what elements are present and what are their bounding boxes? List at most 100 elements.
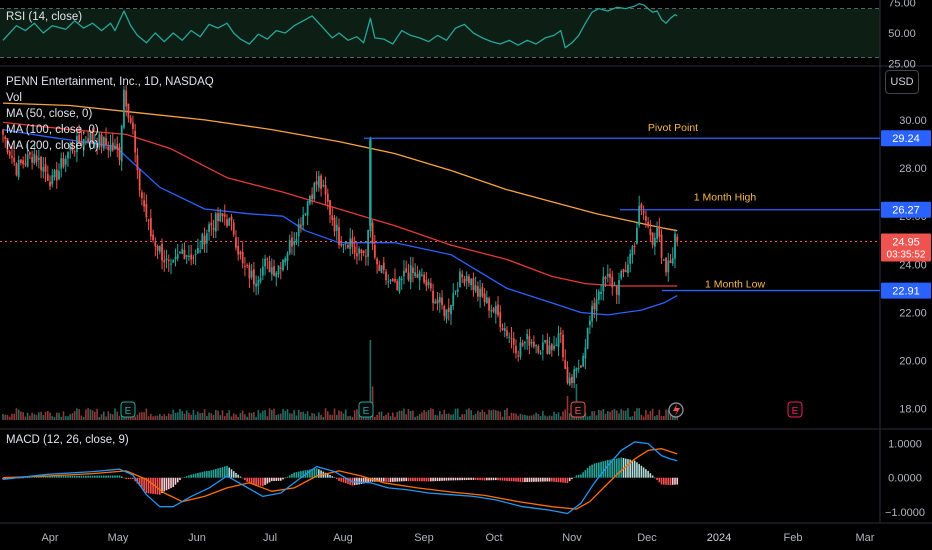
candle[interactable] (351, 229, 354, 254)
candle[interactable] (537, 344, 540, 355)
candle[interactable] (143, 192, 146, 212)
candle[interactable] (116, 136, 119, 158)
candle[interactable] (389, 278, 392, 285)
candle[interactable] (304, 212, 307, 217)
candle[interactable] (627, 256, 629, 277)
candle[interactable] (441, 290, 443, 310)
candle[interactable] (644, 210, 647, 228)
symbol-title[interactable]: PENN Entertainment, Inc., 1D, NASDAQ (6, 76, 214, 88)
candle[interactable] (257, 275, 260, 295)
candle[interactable] (340, 236, 343, 248)
candle[interactable] (347, 242, 349, 250)
candle[interactable] (100, 132, 103, 154)
candle[interactable] (573, 365, 576, 389)
candle[interactable] (96, 137, 98, 155)
candle[interactable] (237, 237, 240, 261)
candle[interactable] (539, 349, 542, 356)
earnings-marker[interactable]: E (570, 401, 586, 418)
candle[interactable] (322, 179, 325, 188)
earnings-icon[interactable] (787, 401, 803, 418)
candle[interactable] (414, 263, 417, 279)
candle[interactable] (676, 233, 679, 247)
candle[interactable] (562, 329, 564, 362)
candle[interactable] (149, 208, 152, 241)
candle[interactable] (248, 262, 251, 289)
candle[interactable] (445, 309, 448, 324)
candle[interactable] (597, 289, 600, 305)
candle[interactable] (286, 251, 289, 271)
candle[interactable] (196, 238, 199, 254)
candle[interactable] (210, 212, 213, 236)
candle[interactable] (432, 283, 434, 311)
candle[interactable] (423, 271, 426, 285)
candle[interactable] (535, 344, 538, 354)
candle[interactable] (22, 156, 25, 169)
candle[interactable] (8, 150, 11, 159)
candle[interactable] (436, 291, 439, 311)
candle[interactable] (20, 159, 22, 166)
earnings-icon[interactable] (120, 401, 136, 418)
candle[interactable] (199, 240, 202, 254)
candle[interactable] (557, 325, 560, 357)
candle[interactable] (80, 131, 83, 148)
candle[interactable] (394, 268, 396, 284)
candle[interactable] (282, 258, 284, 272)
candle[interactable] (302, 206, 305, 231)
candle[interactable] (510, 327, 513, 349)
candle[interactable] (87, 130, 90, 144)
candle[interactable] (674, 229, 676, 269)
candle[interactable] (586, 327, 589, 350)
candle[interactable] (214, 211, 217, 238)
candle[interactable] (324, 176, 327, 205)
candle[interactable] (550, 342, 553, 357)
candle[interactable] (300, 217, 302, 233)
candle[interactable] (102, 136, 105, 152)
candle[interactable] (582, 353, 585, 368)
candle[interactable] (232, 219, 235, 237)
candle[interactable] (349, 227, 352, 257)
candle[interactable] (125, 84, 128, 117)
candle[interactable] (261, 258, 264, 280)
candle[interactable] (326, 188, 329, 210)
candle[interactable] (73, 149, 76, 157)
candle[interactable] (123, 85, 125, 130)
candle[interactable] (167, 254, 170, 272)
candle[interactable] (212, 219, 215, 239)
candle[interactable] (407, 263, 410, 282)
candle[interactable] (620, 269, 623, 281)
candle[interactable] (622, 268, 625, 278)
candle[interactable] (418, 269, 421, 291)
candle[interactable] (571, 373, 573, 388)
candle[interactable] (138, 169, 141, 197)
candle[interactable] (120, 124, 123, 171)
candle[interactable] (656, 221, 658, 243)
candle[interactable] (438, 293, 441, 313)
candle[interactable] (481, 282, 484, 299)
candle[interactable] (93, 133, 96, 150)
candle[interactable] (492, 306, 495, 314)
candle[interactable] (403, 260, 405, 285)
candle[interactable] (228, 217, 231, 227)
candle[interactable] (127, 103, 130, 123)
candle[interactable] (508, 332, 511, 344)
candle[interactable] (447, 298, 450, 321)
candle[interactable] (35, 150, 38, 167)
candle[interactable] (615, 284, 618, 305)
candle[interactable] (398, 276, 401, 294)
candle[interactable] (385, 268, 387, 285)
candle[interactable] (291, 231, 293, 255)
candle[interactable] (284, 256, 287, 266)
candle[interactable] (494, 301, 497, 324)
candle[interactable] (456, 282, 459, 298)
candle[interactable] (201, 232, 204, 250)
candle[interactable] (530, 339, 533, 348)
candle[interactable] (67, 151, 69, 167)
candle[interactable] (512, 331, 515, 354)
candle[interactable] (172, 259, 175, 263)
candle[interactable] (46, 165, 49, 182)
candle[interactable] (185, 254, 188, 265)
candle[interactable] (329, 199, 331, 224)
candle[interactable] (71, 139, 74, 154)
candle[interactable] (241, 241, 244, 269)
